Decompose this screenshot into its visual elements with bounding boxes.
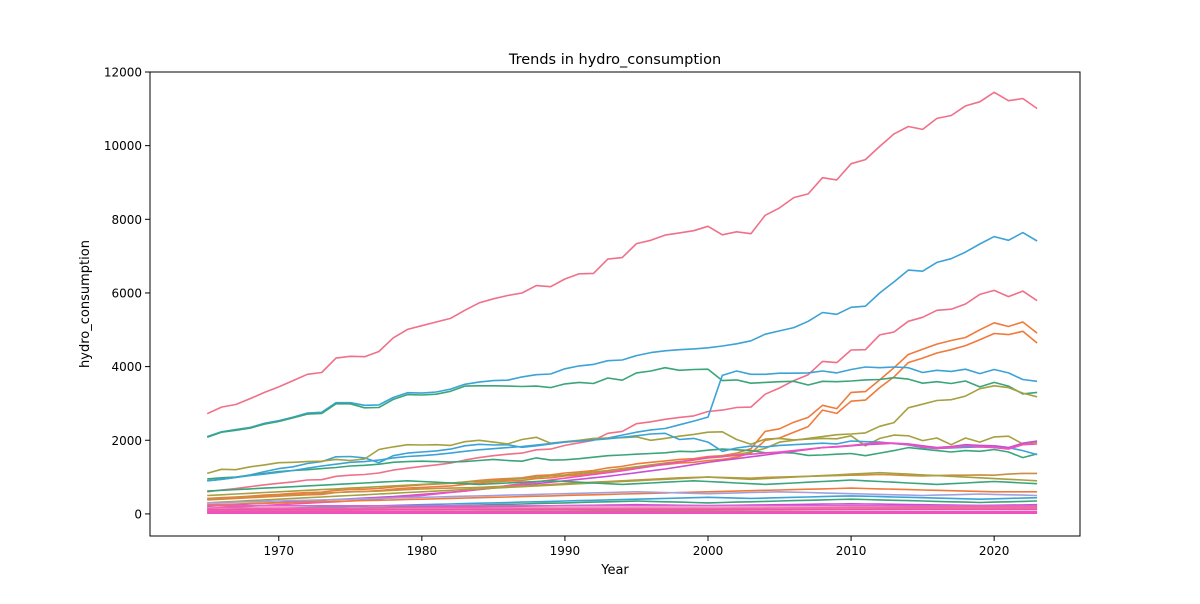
series-layer [206,91,1038,515]
x-tick-label: 2020 [979,544,1010,558]
series-line-17 [207,487,1038,506]
series-line-10 [207,446,1038,480]
y-tick-label: 4000 [111,360,142,374]
series-line-3 [207,289,1038,493]
x-tick-label: 1990 [550,544,581,558]
series-line-19 [207,495,1038,511]
x-tick-label: 1980 [407,544,438,558]
y-tick-label: 6000 [111,286,142,300]
y-axis: 0 2000 4000 6000 8000 10000 12000 [104,66,150,521]
series-line-2 [206,231,1038,438]
series-line-1 [206,91,1038,415]
chart-title: Trends in hydro_consumption [508,52,721,68]
y-tick-label: 0 [134,507,142,521]
y-tick-label: 10000 [104,139,142,153]
x-tick-label: 2010 [836,544,867,558]
x-tick-label: 1970 [263,544,294,558]
series-line-9 [207,384,1038,497]
x-tick-label: 2000 [693,544,724,558]
y-axis-label: hydro_consumption [78,240,93,368]
y-tick-label: 12000 [104,66,142,80]
series-line-7 [207,366,1038,482]
y-tick-label: 2000 [111,434,142,448]
series-line-6 [206,366,1038,439]
series-line-15 [207,471,1038,504]
series-line-4 [207,321,1038,500]
series-line-18 [207,490,1038,504]
plot-frame [149,71,1081,537]
series-line-16 [207,479,1038,492]
y-tick-label: 8000 [111,213,142,227]
x-axis: 1970 1980 1990 2000 2010 2020 [263,536,1009,558]
x-axis-label: Year [600,563,629,578]
